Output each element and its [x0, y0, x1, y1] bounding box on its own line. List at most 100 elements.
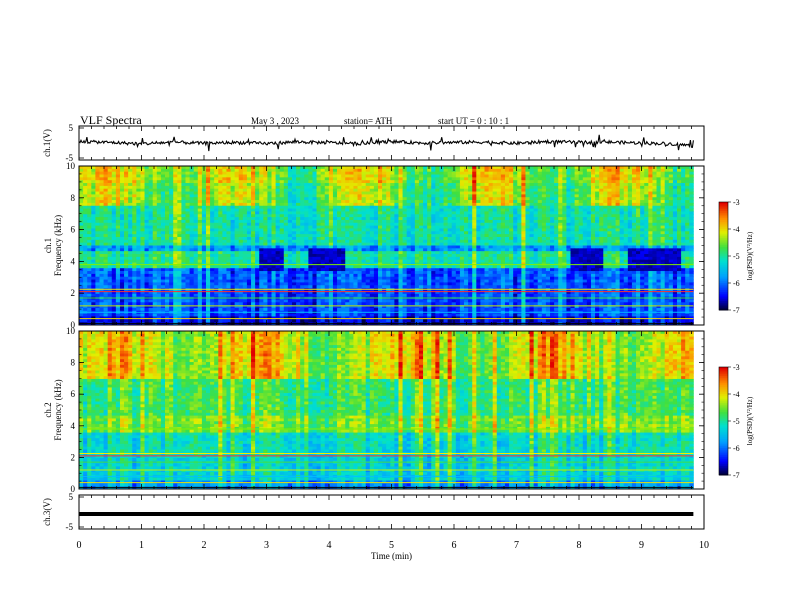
spectrogram-cell [689, 251, 694, 254]
spectrogram-cell [370, 251, 375, 254]
spectrogram-cell [132, 226, 137, 229]
spectrogram-cell [444, 248, 449, 251]
spectrogram-cell [165, 177, 170, 180]
spectrogram-cell [300, 234, 305, 237]
spectrogram-cell [640, 237, 645, 240]
spectrogram-cell [95, 237, 100, 240]
spectrogram-cell [452, 248, 457, 251]
spectrogram-cell [484, 243, 489, 246]
spectrogram-cell [362, 169, 367, 172]
spectrogram-cell [501, 183, 506, 186]
spectrogram-cell [140, 203, 145, 206]
spectrogram-cell [542, 209, 547, 212]
spectrogram-cell [599, 175, 604, 178]
spectrogram-cell [108, 186, 113, 189]
spectrogram-cell [611, 192, 616, 195]
spectrogram-cell [525, 254, 530, 257]
spectrogram-cell [628, 172, 633, 175]
spectrogram-cell [460, 183, 465, 186]
spectrogram-cell [321, 203, 326, 206]
spectrogram-cell [468, 211, 473, 214]
spectrogram-cell [374, 248, 379, 251]
spectrogram-cell [661, 203, 666, 206]
spectrogram-cell [484, 223, 489, 226]
spectrogram-cell [444, 169, 449, 172]
spectrogram-cell [542, 243, 547, 246]
spectrogram-cell [321, 220, 326, 223]
spectrogram-cell [136, 186, 141, 189]
spectrogram-cell [685, 237, 690, 240]
spectrogram-cell [464, 220, 469, 223]
spectrogram-cell [157, 180, 162, 183]
spectrogram-cell [636, 223, 641, 226]
spectrogram-cell [259, 248, 264, 251]
spectrogram-cell [378, 214, 383, 217]
spectrogram-cell [673, 226, 678, 229]
spectrogram-cell [284, 180, 289, 183]
spectrogram-cell [562, 240, 567, 243]
spectrogram-cell [288, 177, 293, 180]
spectrogram-cell [677, 251, 682, 254]
spectrogram-cell [267, 203, 272, 206]
spectrogram-cell [325, 234, 330, 237]
spectrogram-cell [149, 223, 154, 226]
spectrogram-cell [480, 189, 485, 192]
spectrogram-cell [632, 194, 637, 197]
spectrogram-cell [542, 180, 547, 183]
spectrogram-cell [243, 214, 248, 217]
spectrogram-cell [636, 254, 641, 257]
spectrogram-cell [210, 226, 215, 229]
spectrogram-cell [550, 237, 555, 240]
spectrogram-cell [362, 226, 367, 229]
spectrogram-cell [673, 177, 678, 180]
spectrogram-cell [673, 169, 678, 172]
spectrogram-cell [464, 169, 469, 172]
spectrogram-cell [595, 246, 600, 249]
spectrogram-cell [493, 211, 498, 214]
spectrogram-cell [575, 177, 580, 180]
spectrogram-cell [648, 223, 653, 226]
spectrogram-cell [124, 172, 129, 175]
spectrogram-cell [259, 197, 264, 200]
spectrogram-cell [403, 254, 408, 257]
spectrogram-cell [325, 251, 330, 254]
spectrogram-cell [685, 206, 690, 209]
spectrogram-cell [161, 234, 166, 237]
spectrogram-cell [468, 254, 473, 257]
spectrogram-cell [484, 180, 489, 183]
spectrogram-cell [595, 200, 600, 203]
spectrogram-cell [603, 243, 608, 246]
spectrogram-cell [161, 248, 166, 251]
spectrogram-cell [628, 180, 633, 183]
spectrogram-cell [194, 214, 199, 217]
spectrogram-cell [99, 257, 104, 260]
spectrogram-cell [439, 194, 444, 197]
spectrogram-cell [435, 234, 440, 237]
spectrogram-cell [546, 251, 551, 254]
spectrogram-cell [202, 243, 207, 246]
spectrogram-cell [439, 223, 444, 226]
spectrogram-cell [112, 226, 117, 229]
spectrogram-cell [325, 226, 330, 229]
spectrogram-cell [534, 206, 539, 209]
spectrogram-cell [538, 251, 543, 254]
spectrogram-cell [87, 189, 92, 192]
spectrogram-cell [321, 180, 326, 183]
spectrogram-cell [542, 175, 547, 178]
spectrogram-cell [181, 254, 186, 257]
spectrogram-cell [333, 243, 338, 246]
spectrogram-cell [583, 254, 588, 257]
spectrogram-cell [632, 228, 637, 231]
spectrogram-cell [79, 194, 84, 197]
spectrogram-cell [628, 257, 633, 260]
spectrogram-cell [468, 177, 473, 180]
spectrogram-cell [112, 189, 117, 192]
spectrogram-cell [325, 246, 330, 249]
spectrogram-cell [624, 200, 629, 203]
spectrogram-cell [476, 220, 481, 223]
spectrogram-cell [390, 254, 395, 257]
spectrogram-cell [583, 192, 588, 195]
spectrogram-cell [509, 172, 514, 175]
spectrogram-cell [280, 169, 285, 172]
spectrogram-cell [194, 183, 199, 186]
